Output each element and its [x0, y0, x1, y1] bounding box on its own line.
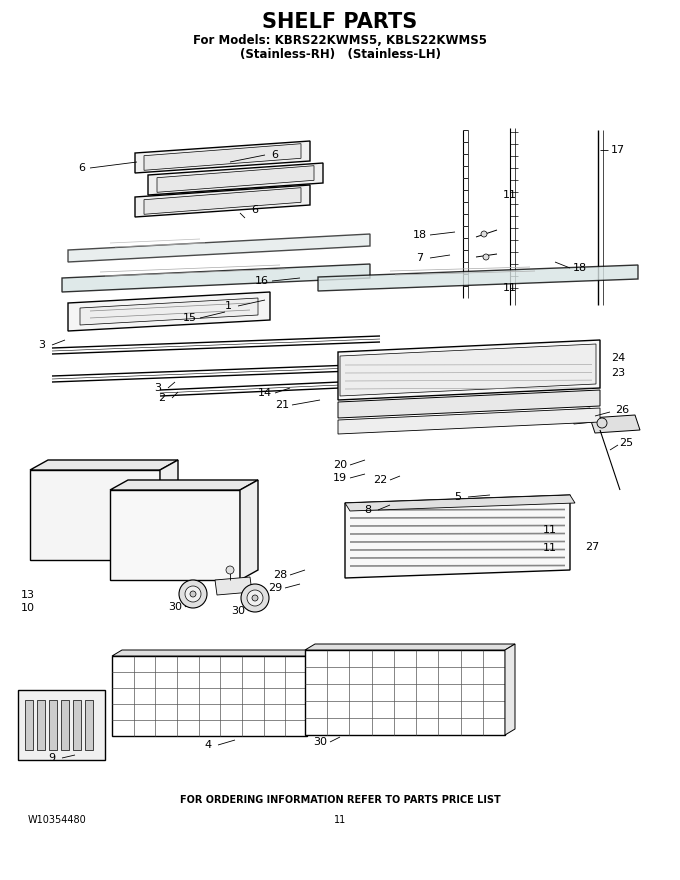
Circle shape: [185, 586, 201, 602]
Polygon shape: [345, 495, 570, 578]
Text: 13: 13: [21, 590, 35, 600]
Text: (Stainless-RH)   (Stainless-LH): (Stainless-RH) (Stainless-LH): [239, 48, 441, 61]
Polygon shape: [338, 340, 600, 400]
Circle shape: [241, 584, 269, 612]
Text: 19: 19: [333, 473, 347, 483]
Text: 25: 25: [619, 438, 633, 448]
Text: 24: 24: [611, 353, 625, 363]
Text: 11: 11: [334, 815, 346, 825]
Polygon shape: [85, 700, 93, 750]
Polygon shape: [345, 495, 575, 511]
Text: SHELF PARTS: SHELF PARTS: [262, 12, 418, 32]
Text: 11: 11: [503, 283, 517, 293]
Polygon shape: [112, 650, 317, 656]
Polygon shape: [338, 390, 600, 418]
Polygon shape: [240, 480, 258, 580]
Text: 15: 15: [183, 313, 197, 323]
Text: 18: 18: [413, 230, 427, 240]
Text: 11: 11: [543, 543, 557, 553]
Text: 23: 23: [611, 368, 625, 378]
Polygon shape: [37, 700, 45, 750]
Text: 29: 29: [268, 583, 282, 593]
Circle shape: [483, 254, 489, 260]
Polygon shape: [135, 141, 310, 173]
Polygon shape: [305, 650, 505, 735]
Text: 6: 6: [78, 163, 86, 173]
Text: 17: 17: [611, 145, 625, 155]
Text: 18: 18: [573, 263, 587, 273]
Text: 26: 26: [615, 405, 629, 415]
Polygon shape: [112, 656, 307, 736]
Text: 28: 28: [273, 570, 287, 580]
Text: 8: 8: [364, 505, 371, 515]
Circle shape: [247, 590, 263, 606]
Polygon shape: [307, 650, 317, 736]
Text: 9: 9: [48, 753, 56, 763]
Text: 10: 10: [21, 603, 35, 613]
Polygon shape: [110, 490, 240, 580]
Circle shape: [226, 566, 234, 574]
Text: FOR ORDERING INFORMATION REFER TO PARTS PRICE LIST: FOR ORDERING INFORMATION REFER TO PARTS …: [180, 795, 500, 805]
Polygon shape: [68, 234, 370, 262]
Text: 30: 30: [168, 602, 182, 612]
Polygon shape: [305, 644, 515, 650]
Text: 14: 14: [258, 388, 272, 398]
Polygon shape: [318, 265, 638, 291]
Text: 30: 30: [313, 737, 327, 747]
Polygon shape: [570, 408, 594, 424]
Polygon shape: [80, 298, 258, 325]
Text: 6: 6: [252, 205, 258, 215]
Text: 21: 21: [275, 400, 289, 410]
Text: 4: 4: [205, 740, 211, 750]
Polygon shape: [338, 408, 600, 434]
Polygon shape: [157, 165, 314, 193]
Text: 5: 5: [454, 492, 462, 502]
Polygon shape: [73, 700, 81, 750]
Text: 11: 11: [543, 525, 557, 535]
Polygon shape: [144, 143, 301, 171]
Text: 2: 2: [158, 393, 165, 403]
Polygon shape: [30, 460, 178, 470]
Polygon shape: [49, 700, 57, 750]
Polygon shape: [30, 470, 160, 560]
Text: 1: 1: [224, 301, 231, 311]
Text: 20: 20: [333, 460, 347, 470]
Polygon shape: [505, 644, 515, 735]
Polygon shape: [144, 187, 301, 215]
Polygon shape: [25, 700, 33, 750]
Polygon shape: [340, 344, 596, 396]
Text: 3: 3: [154, 383, 162, 393]
Polygon shape: [135, 185, 310, 217]
Polygon shape: [68, 292, 270, 331]
Text: 22: 22: [373, 475, 387, 485]
Polygon shape: [61, 700, 69, 750]
Polygon shape: [110, 480, 258, 490]
Text: 6: 6: [271, 150, 279, 160]
Text: 11: 11: [503, 190, 517, 200]
Text: For Models: KBRS22KWMS5, KBLS22KWMS5: For Models: KBRS22KWMS5, KBLS22KWMS5: [193, 33, 487, 47]
Circle shape: [190, 591, 196, 597]
Polygon shape: [215, 577, 252, 595]
Text: 16: 16: [255, 276, 269, 286]
Text: 3: 3: [39, 340, 46, 350]
Polygon shape: [148, 163, 323, 195]
Polygon shape: [160, 460, 178, 560]
Polygon shape: [62, 264, 370, 292]
Text: 7: 7: [416, 253, 424, 263]
Text: 27: 27: [585, 542, 599, 552]
Text: 30: 30: [231, 606, 245, 616]
Circle shape: [597, 418, 607, 428]
Circle shape: [481, 231, 487, 237]
Text: W10354480: W10354480: [28, 815, 87, 825]
Polygon shape: [18, 690, 105, 760]
Polygon shape: [590, 415, 640, 433]
Circle shape: [179, 580, 207, 608]
Circle shape: [252, 595, 258, 601]
